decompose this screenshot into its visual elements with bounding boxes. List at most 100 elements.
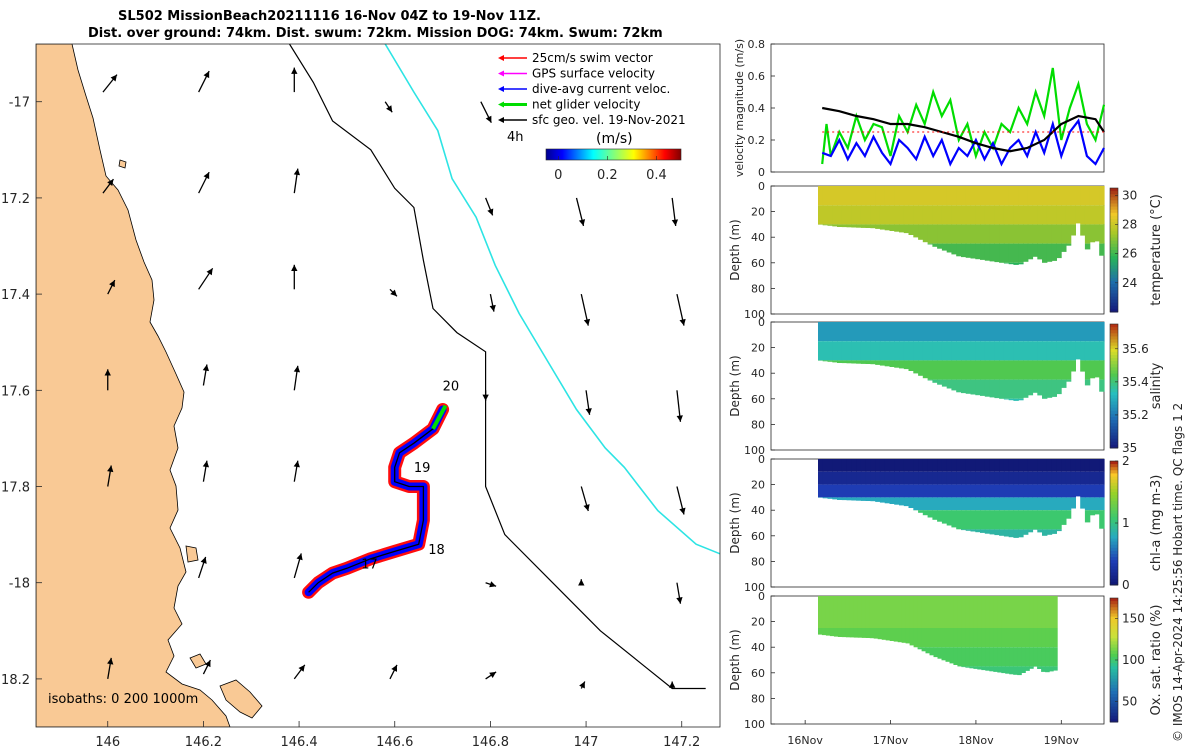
depth-axis-label: Depth (m) (728, 629, 742, 690)
section-cell (951, 510, 957, 528)
colorbar-cell (1110, 492, 1118, 496)
section-cell (913, 628, 919, 648)
time-tick-label: 18Nov (958, 734, 994, 747)
section-cell (827, 186, 833, 206)
section-cell (1003, 341, 1010, 361)
depth-tick-label: 80 (751, 555, 765, 568)
section-cell (1037, 596, 1042, 628)
section-cell (1046, 224, 1053, 244)
section-cell (822, 360, 829, 362)
colorbar-cell (1110, 277, 1118, 282)
section-panel-3: 0 20 40 60 80 100 Depth (m) 0 1 2 chl-a (mg m-3) (728, 453, 1164, 594)
colorbar-cell (1110, 578, 1118, 583)
section-cell (975, 186, 981, 206)
section-cell (1080, 341, 1086, 361)
section-cell (856, 459, 862, 472)
section-cell (1084, 322, 1091, 342)
colorbar-cell (1110, 444, 1118, 449)
section-cell (927, 471, 933, 485)
section-cell (1042, 360, 1048, 380)
colorbar-cell (1110, 681, 1118, 686)
section-cell (989, 379, 995, 398)
section-cell (1099, 459, 1105, 472)
section-cell (941, 484, 948, 498)
section-cell (913, 459, 919, 472)
colorbar-cell (1110, 256, 1118, 260)
colorbar-cell (1110, 417, 1118, 421)
colorbar-cell (1110, 262, 1118, 266)
section-cell (903, 224, 910, 234)
colorbar-cell (1110, 488, 1118, 493)
section-cell (961, 628, 966, 648)
section-cell (1045, 628, 1050, 648)
section-cell (941, 341, 948, 361)
sfc-vector (293, 365, 301, 391)
section-cell (999, 471, 1005, 485)
colorbar-label: salinity (1149, 362, 1164, 409)
section-cell (1032, 471, 1038, 485)
velocity-ylabel: velocity magnitude (m/s) (733, 39, 746, 177)
section-cell (956, 510, 962, 530)
section-cell (818, 322, 824, 342)
section-cell (1029, 647, 1034, 667)
section-cell (1042, 379, 1048, 399)
section-cell (909, 596, 915, 628)
section-cell (1008, 398, 1015, 401)
section-cell (889, 596, 895, 628)
section-cell (1070, 497, 1076, 509)
section-cell (837, 205, 843, 225)
sfc-vector (485, 581, 497, 588)
section-cell (975, 510, 981, 530)
section-cell (951, 379, 957, 391)
colorbar-cell (1110, 566, 1118, 570)
section-cell (989, 243, 995, 262)
colorbar-cell (1110, 407, 1118, 412)
depth-tick-label: 40 (751, 504, 765, 517)
section-cell (1046, 529, 1053, 535)
colorbar-cell (1110, 333, 1118, 337)
section-cell (1018, 360, 1024, 380)
section-cell (1084, 224, 1091, 244)
section-cell (1013, 510, 1019, 530)
section-cell (953, 647, 958, 665)
section-cell (1042, 322, 1048, 342)
section-cell (884, 322, 891, 342)
section-cell (1033, 628, 1038, 648)
section-cell (1008, 471, 1015, 485)
section-cell (989, 529, 995, 535)
section-cell (927, 497, 933, 511)
section-cell (837, 628, 843, 637)
section-cell (941, 224, 948, 244)
section-cell (985, 628, 990, 648)
section-cell (1027, 459, 1034, 472)
section-cell (865, 186, 871, 206)
colorbar-cell (1110, 293, 1118, 297)
section-cell (1065, 322, 1072, 342)
section-cell (977, 647, 982, 667)
colorbar-cell (1110, 635, 1118, 639)
legend-box (497, 52, 697, 147)
colorbar-cell (1110, 345, 1118, 350)
section-cell (865, 484, 871, 498)
section-cell (903, 341, 910, 361)
section-cell (1032, 322, 1038, 342)
section-cell (899, 224, 905, 233)
section-cell (889, 360, 895, 367)
section-cell (999, 510, 1005, 530)
section-cell (980, 510, 986, 530)
section-cell (1005, 647, 1010, 667)
section-cell (822, 484, 829, 498)
section-cell (922, 459, 929, 472)
map-frame (35, 43, 721, 728)
sfc-vector (104, 369, 111, 391)
section-cell (1094, 510, 1100, 515)
section-cell (984, 471, 991, 485)
section-cell (965, 510, 972, 530)
section-cell (977, 596, 982, 628)
section-cell (865, 459, 871, 472)
colorbar-cell (1110, 712, 1118, 717)
section-cell (1061, 510, 1067, 525)
section-cell (999, 459, 1005, 472)
section-cell (908, 471, 914, 485)
